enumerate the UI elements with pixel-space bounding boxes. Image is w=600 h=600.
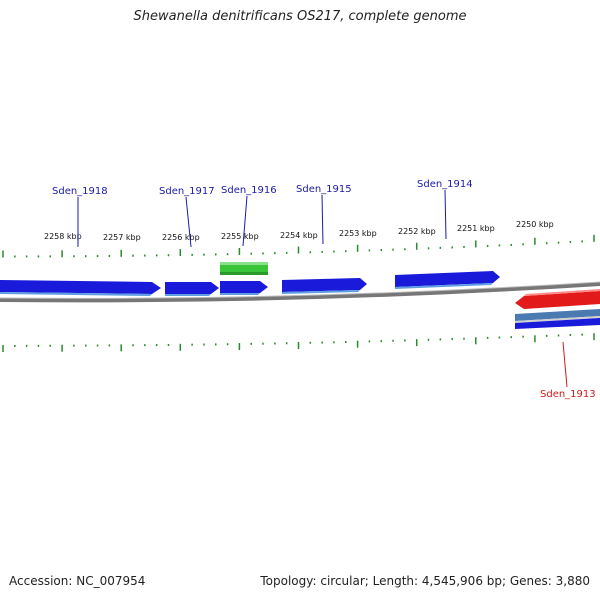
gene-arrow-sden-1914[interactable] [395,271,500,289]
gene-arrow-sden-1915[interactable] [282,278,367,294]
genome-backbone-highlight [0,281,600,299]
gene-label[interactable]: Sden_1916 [221,185,277,196]
gene-label[interactable]: Sden_1915 [296,184,352,195]
gene-label[interactable]: Sden_1913 [540,389,596,400]
scale-labels: 2258 kbp 2257 kbp 2256 kbp 2255 kbp 2254… [44,220,554,242]
genome-summary-text: Topology: circular; Length: 4,545,906 bp… [260,574,590,588]
scale-label: 2251 kbp [457,224,495,233]
scale-label: 2257 kbp [103,233,141,242]
gene-label[interactable]: Sden_1914 [417,179,473,190]
map-title: Shewanella denitrificans OS217, complete… [133,9,467,24]
gene-label[interactable]: Sden_1918 [52,186,108,197]
scale-label: 2252 kbp [398,227,436,236]
scale-label: 2254 kbp [280,231,318,240]
gene-arrow-sden-1917[interactable] [165,282,219,296]
gene-arrow-sden-1918[interactable] [0,280,161,296]
gene-arrow-sden-1916[interactable] [220,281,268,295]
scale-label: 2250 kbp [516,220,554,229]
scale-label: 2253 kbp [339,229,377,238]
rna-feature[interactable] [220,262,268,275]
leader-line [321,194,324,245]
leader-line [562,341,568,388]
scale-label: 2258 kbp [44,232,82,241]
leader-line [242,195,248,247]
leader-line [185,196,192,248]
scale-label: 2256 kbp [162,233,200,242]
label-leaders [77,189,568,388]
scale-ticks-outer [2,234,595,258]
accession-text: Accession: NC_007954 [9,574,146,588]
leader-line [444,189,447,240]
gene-label[interactable]: Sden_1917 [159,186,215,197]
cds-track-inner[interactable] [515,309,600,329]
genome-backbone [0,282,600,303]
scale-ticks-inner [2,333,595,352]
scale-label: 2255 kbp [221,232,259,241]
gene-arrow-sden-1913[interactable] [515,289,600,309]
